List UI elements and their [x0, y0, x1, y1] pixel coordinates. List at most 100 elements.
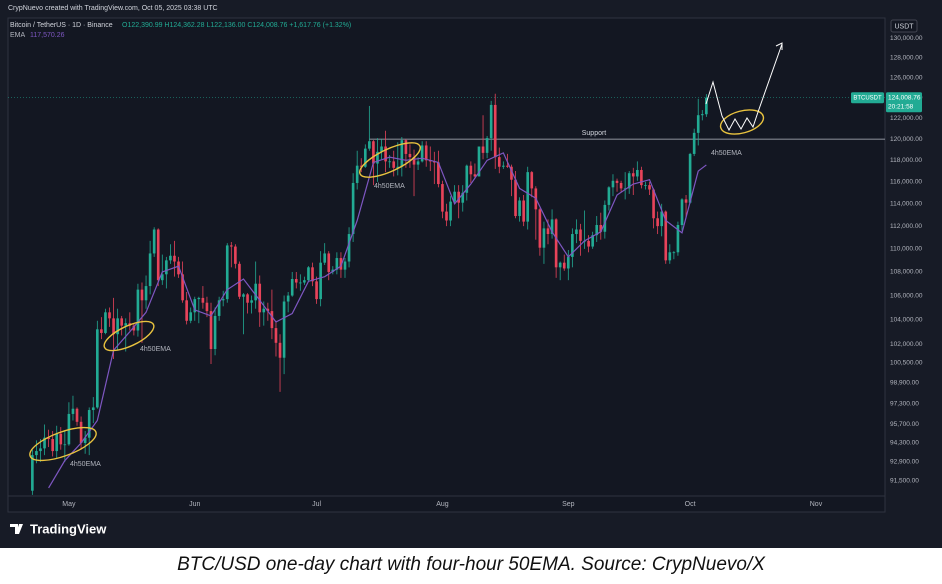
y-tick-label: 100,500.00 — [890, 359, 923, 366]
y-tick-label: 130,000.00 — [890, 35, 923, 42]
candle-body — [587, 240, 590, 247]
header: CrypNuevo created with TradingView.com, … — [8, 5, 218, 12]
pane-frame — [7, 17, 886, 513]
y-tick-label: 114,000.00 — [890, 201, 922, 208]
candle-body — [705, 97, 708, 115]
candle-body — [278, 342, 282, 358]
candle-body — [692, 132, 696, 154]
candle-body — [384, 146, 387, 162]
x-tick-label: Sep — [562, 501, 575, 508]
candle-body — [120, 318, 124, 326]
candle-body — [441, 184, 444, 212]
candle-body — [132, 325, 136, 331]
candle-body — [177, 261, 180, 275]
candle-body — [526, 172, 530, 222]
candle-body — [648, 185, 651, 190]
candle-body — [152, 229, 156, 254]
x-tick-label: Nov — [810, 501, 823, 508]
candle-body — [347, 234, 351, 262]
candle-body — [307, 267, 310, 281]
candle-body — [575, 229, 578, 235]
candle-body — [465, 165, 469, 193]
x-tick-label: Aug — [436, 501, 449, 508]
chart: CrypNuevo created with TradingView.com, … — [0, 0, 942, 548]
candle-body — [644, 185, 647, 186]
candle-body — [599, 224, 603, 232]
highlight-ellipse — [29, 426, 97, 462]
candle-body — [229, 245, 233, 247]
candle-body — [339, 258, 343, 270]
annotation: 4h50EMA — [140, 346, 171, 353]
candle-body — [518, 200, 521, 217]
candle-body — [79, 421, 83, 444]
candle-body — [209, 311, 213, 350]
candle-body — [294, 279, 298, 283]
candle-body — [351, 182, 355, 235]
candle-body — [100, 329, 103, 333]
price-countdown: 20:21:58 — [888, 103, 914, 110]
candle-body — [246, 294, 249, 303]
candle-body — [396, 166, 400, 168]
candle-body — [282, 301, 286, 358]
price-tag-box — [886, 92, 922, 113]
candle-body — [75, 408, 79, 422]
candle-body — [554, 219, 558, 268]
candle-body — [315, 281, 318, 300]
candle-body — [457, 191, 461, 203]
y-tick-label: 122,000.00 — [890, 115, 923, 122]
candle-body — [116, 318, 119, 335]
support-label: Support — [582, 130, 607, 137]
y-tick-label: 128,000.00 — [890, 54, 923, 61]
candle-body — [416, 161, 420, 165]
candle-body — [39, 448, 42, 452]
candle-body — [477, 146, 481, 177]
candle-body — [197, 297, 201, 300]
candle-body — [684, 199, 688, 203]
candle-body — [83, 437, 87, 444]
projection-arrowhead — [775, 42, 783, 50]
candle-body — [530, 172, 534, 189]
candle-body — [148, 253, 152, 287]
candle-body — [579, 229, 582, 241]
logo-icon — [10, 524, 23, 534]
candle-body — [91, 407, 95, 411]
candle-body — [238, 263, 241, 297]
candle-body — [286, 295, 290, 302]
candle-body — [319, 262, 322, 300]
y-tick-label: 106,000.00 — [890, 292, 923, 299]
candle-body — [631, 173, 635, 177]
candle-body — [254, 283, 257, 301]
x-tick-label: Jul — [312, 501, 321, 508]
candle-body — [380, 146, 383, 152]
currency-box[interactable] — [890, 19, 918, 33]
candle-body — [144, 286, 148, 301]
candle-body — [688, 153, 692, 203]
candle-body — [485, 138, 489, 153]
candle-body — [104, 312, 107, 333]
candle-body — [404, 140, 408, 154]
candle-body — [193, 299, 197, 313]
candle-body — [165, 260, 168, 275]
candle-body — [368, 141, 371, 149]
candle-body — [258, 283, 262, 313]
candle-body — [205, 302, 209, 312]
candle-body — [63, 444, 67, 446]
candle-body — [510, 166, 513, 180]
candle-body — [234, 246, 237, 264]
y-tick-label: 112,000.00 — [890, 223, 922, 230]
candle-body — [668, 252, 672, 261]
ema-legend-value: 117,570.26 — [30, 32, 65, 39]
candle-body — [656, 218, 659, 227]
candle-body — [189, 312, 193, 321]
y-tick-label: 120,000.00 — [890, 136, 923, 143]
y-tick-label: 94,300.00 — [890, 440, 919, 447]
candle-body — [47, 437, 50, 440]
candle-body — [225, 245, 229, 300]
candle-body — [437, 162, 440, 185]
candle-body — [51, 439, 54, 452]
currency[interactable]: USDT — [894, 23, 914, 30]
candle-body — [676, 224, 680, 253]
candle-body — [636, 169, 639, 177]
candle-body — [372, 141, 375, 164]
